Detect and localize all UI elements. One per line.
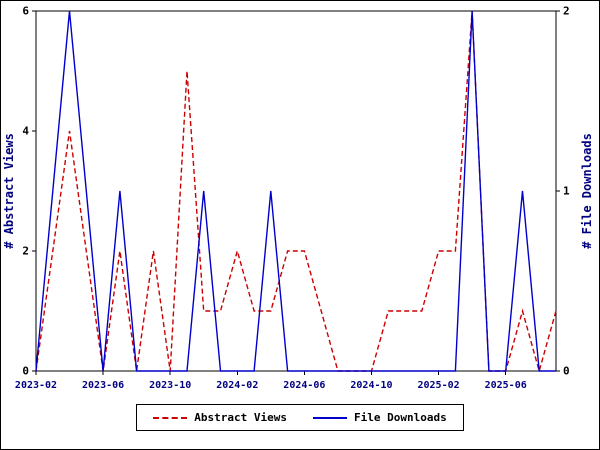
right-axis-tick-label: 2 xyxy=(563,5,570,18)
legend-item-file-downloads: File Downloads xyxy=(313,411,447,424)
right-axis-tick-label: 0 xyxy=(563,365,570,378)
chart-layer: 0 2 4 6 0 1 2 2023-02 2023-06 2023-10 2024-02 2024-… xyxy=(15,5,570,392)
left-axis-tick-label: 2 xyxy=(22,245,29,258)
plot-frame xyxy=(35,10,557,372)
legend-label-file-downloads: File Downloads xyxy=(354,411,447,424)
x-axis-tick-label: 2025-02 xyxy=(418,380,460,391)
right-axis-title: # File Downloads xyxy=(580,133,594,249)
x-axis-tick-label: 2024-02 xyxy=(216,380,258,391)
x-axis-tick-label: 2024-10 xyxy=(350,380,392,391)
legend-item-abstract-views: Abstract Views xyxy=(153,411,287,424)
left-axis-tick-label: 6 xyxy=(22,5,29,18)
x-axis-tick-label: 2024-06 xyxy=(283,380,325,391)
plot-svg: # Abstract Views # File Downloads 0 2 4 6 0 1… xyxy=(2,5,594,392)
legend-label-abstract-views: Abstract Views xyxy=(194,411,287,424)
x-axis-tick-label: 2023-06 xyxy=(82,380,124,391)
series-line-file-downloads xyxy=(35,10,556,372)
right-axis-tick-label: 1 xyxy=(563,185,570,198)
left-axis-tick-label: 0 xyxy=(22,365,29,378)
abstract-views-line-swatch xyxy=(153,416,188,419)
legend: Abstract Views File Downloads xyxy=(136,404,464,431)
legend-row: Abstract Views File Downloads xyxy=(1,404,599,431)
left-axis-title: # Abstract Views xyxy=(2,133,16,249)
series-line-abstract-views xyxy=(35,10,557,374)
file-downloads-line-swatch xyxy=(313,416,347,419)
x-axis-tick-label: 2025-06 xyxy=(485,380,527,391)
x-axis-tick-label: 2023-10 xyxy=(149,380,191,391)
left-axis-tick-label: 4 xyxy=(22,125,29,138)
x-axis-tick-label: 2023-02 xyxy=(15,380,57,391)
